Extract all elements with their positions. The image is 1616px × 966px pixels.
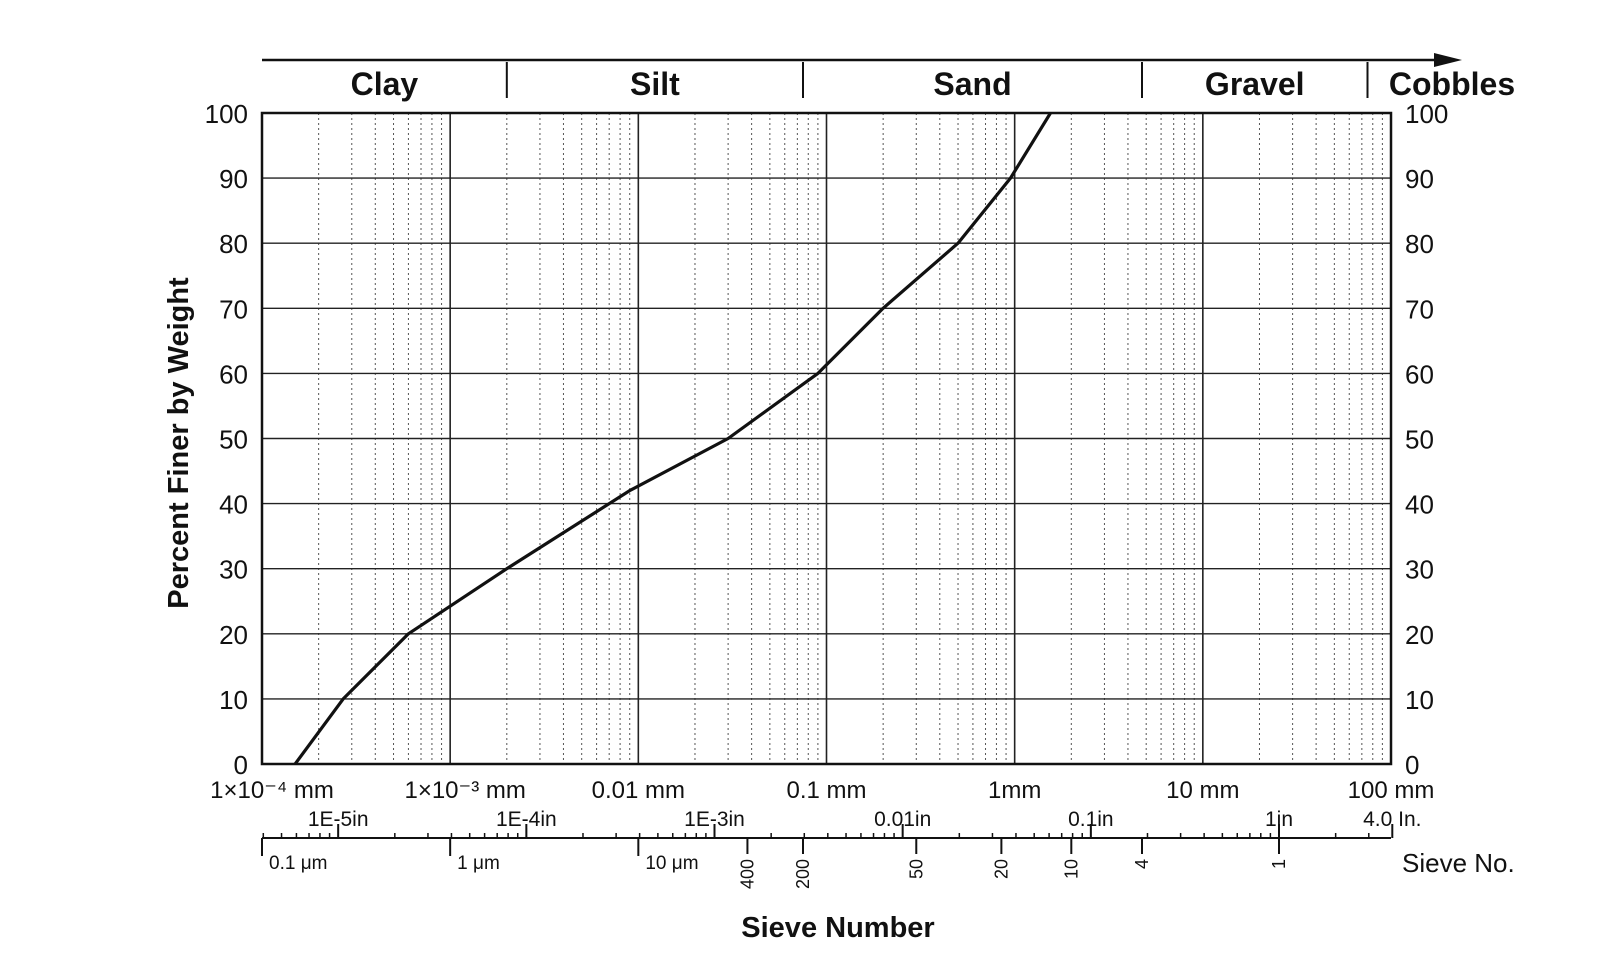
plot-border	[260, 111, 1393, 766]
x-tick-label-inch: 1E-4in	[496, 808, 557, 831]
x-tick-label-inch: 1in	[1265, 808, 1293, 831]
y-tick-label: 30	[219, 555, 248, 585]
y-tick-label: 90	[219, 164, 248, 194]
x-tick-label-mm: 0.01 mm	[592, 777, 685, 804]
x-tick-label-inch: 1E-3in	[684, 808, 745, 831]
x-axis-mm: 1×10⁻⁴ mm 1×10⁻³ mm 0.01 mm 0.1 mm 1mm 10 mm 1…	[210, 777, 1434, 804]
y-tick-label: 70	[219, 294, 248, 324]
class-label-silt: Silt	[630, 66, 680, 102]
x-tick-label-um: 0.1 μm	[269, 853, 327, 874]
x-tick-label-inch: 0.01in	[874, 808, 931, 831]
x-tick-label-mm: 1mm	[988, 777, 1041, 804]
y-tick-label-right: 50	[1405, 425, 1434, 455]
x-tick-label-inch: 4.0 In.	[1363, 808, 1421, 831]
sieve-tick-label: 1	[1269, 859, 1289, 869]
sieve-tick-label: 200	[793, 859, 813, 889]
y-axis-title: Percent Finer by Weight	[163, 277, 195, 609]
y-tick-label-right: 90	[1405, 164, 1434, 194]
y-tick-label-right: 0	[1405, 750, 1419, 780]
class-label-sand: Sand	[933, 66, 1011, 102]
y-tick-label: 10	[219, 685, 248, 715]
sieve-tick-label: 400	[737, 859, 757, 889]
x-tick-label-mm: 0.1 mm	[786, 777, 866, 804]
class-label-cobbles: Cobbles	[1389, 66, 1515, 102]
y-tick-label: 20	[219, 620, 248, 650]
sieve-tick-label: 4	[1132, 859, 1152, 869]
series-group	[293, 112, 1052, 765]
y-tick-label: 100	[205, 99, 248, 129]
soil-class-bar: Clay Silt Sand Gravel Cobbles	[262, 53, 1515, 102]
sieve-scale-label: Sieve No.	[1402, 848, 1515, 878]
x-tick-label-um: 1 μm	[457, 853, 500, 874]
x-tick-label-inch: 1E-5in	[308, 808, 369, 831]
x-tick-label-mm: 1×10⁻⁴ mm	[210, 777, 334, 804]
y-tick-label-right: 20	[1405, 620, 1434, 650]
class-label-gravel: Gravel	[1205, 66, 1305, 102]
x-axis-title: Sieve Number	[741, 912, 934, 944]
class-label-clay: Clay	[351, 66, 419, 102]
x-tick-label-mm: 100 mm	[1348, 777, 1435, 804]
y-tick-label: 0	[234, 750, 248, 780]
x-tick-label-inch: 0.1in	[1068, 808, 1114, 831]
plot-frame	[260, 111, 1393, 766]
y-tick-label: 80	[219, 229, 248, 259]
y-tick-label: 60	[219, 359, 248, 389]
y-tick-label-right: 60	[1405, 359, 1434, 389]
y-axis-left: 0 10 20 30 40 50 60 70 80 90 100	[205, 99, 248, 780]
y-tick-label-right: 70	[1405, 294, 1434, 324]
y-tick-label-right: 100	[1405, 99, 1448, 129]
x-axis-inch: 1E-5in 1E-4in 1E-3in 0.01in 0.1in 1in 4.0 In.	[262, 808, 1421, 839]
y-tick-label-right: 40	[1405, 490, 1434, 520]
x-tick-label-um: 10 μm	[645, 853, 698, 874]
y-tick-label: 40	[219, 490, 248, 520]
class-arrow-head	[1434, 53, 1462, 67]
sieve-tick-label: 10	[1061, 859, 1081, 879]
x-tick-label-mm: 10 mm	[1166, 777, 1239, 804]
x-axis-sieve: 0.1 μm 1 μm 10 μm 400 200 50 20 10 4 1	[261, 838, 1289, 889]
y-tick-label-right: 10	[1405, 685, 1434, 715]
grid	[262, 113, 1391, 764]
sieve-tick-label: 20	[991, 859, 1011, 879]
y-axis-right: 0 10 20 30 40 50 60 70 80 90 100	[1405, 99, 1448, 780]
y-tick-label: 50	[219, 425, 248, 455]
y-tick-label-right: 30	[1405, 555, 1434, 585]
y-tick-label-right: 80	[1405, 229, 1434, 259]
sieve-tick-label: 50	[906, 859, 926, 879]
x-tick-label-mm: 1×10⁻³ mm	[404, 777, 525, 804]
